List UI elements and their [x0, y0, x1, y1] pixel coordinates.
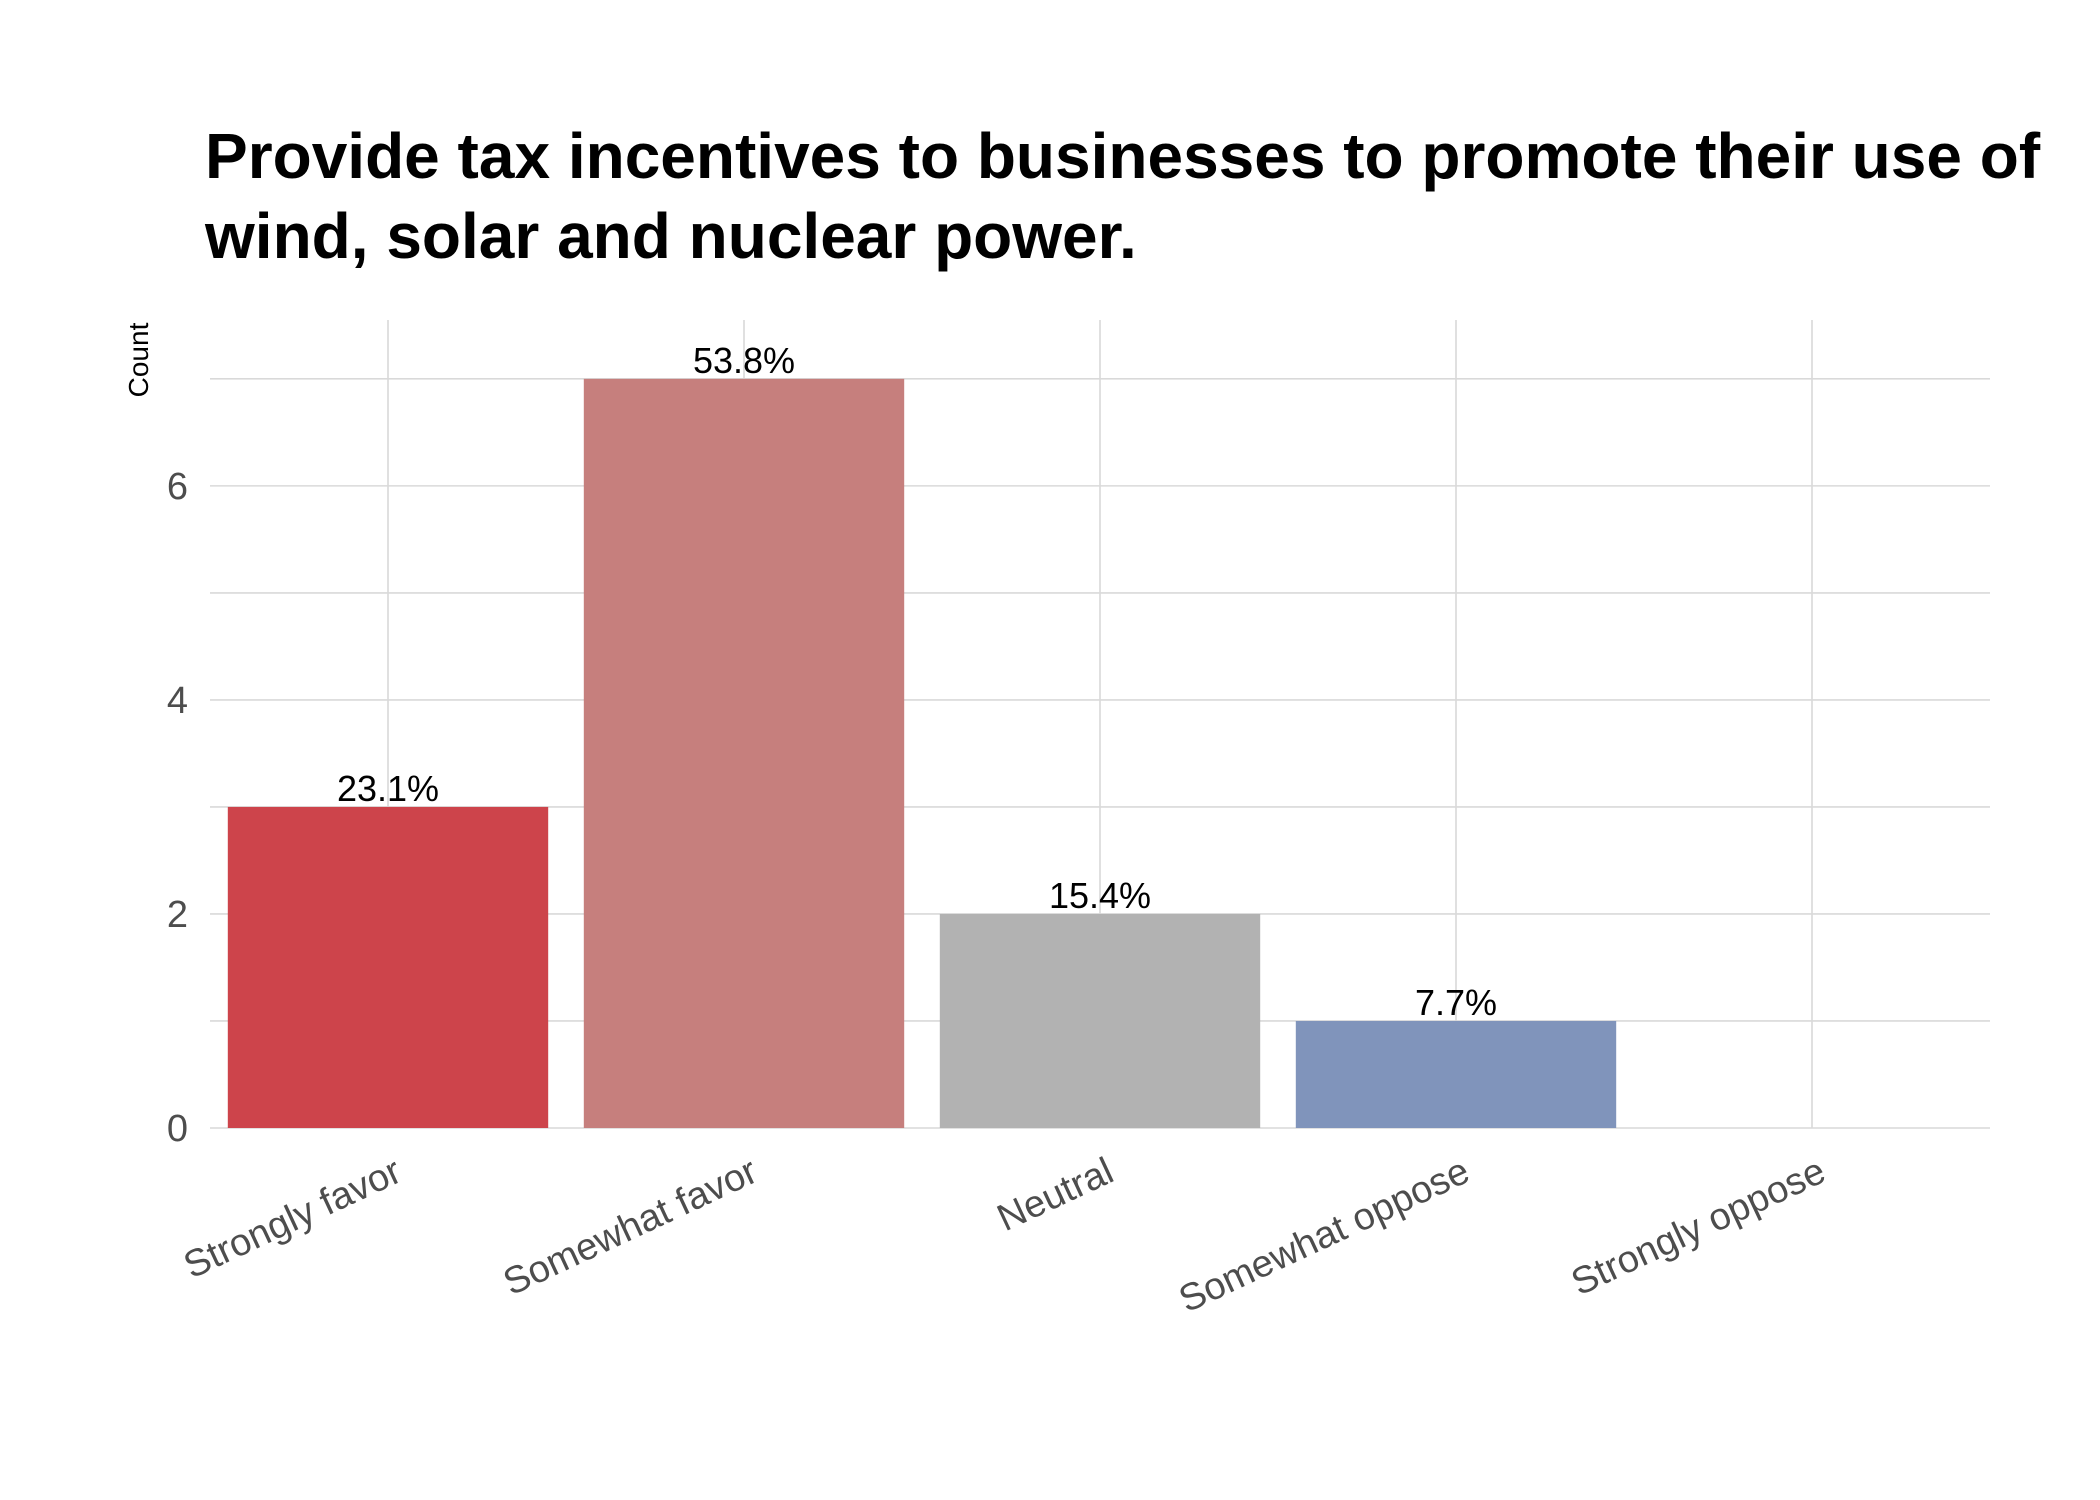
y-tick-label: 6 — [167, 466, 188, 508]
y-axis-ticks: 0 2 4 6 — [167, 466, 188, 1150]
y-tick-label: 4 — [167, 680, 188, 722]
y-tick-label: 0 — [167, 1108, 188, 1150]
chart-title-line-2: wind, solar and nuclear power. — [204, 200, 1137, 272]
data-labels: 23.1% 53.8% 15.4% 7.7% — [337, 340, 1497, 1023]
bar — [227, 806, 549, 1128]
x-tick-label: Strongly oppose — [1565, 1150, 1832, 1304]
data-label: 53.8% — [693, 340, 795, 381]
y-axis-label: Count — [123, 322, 154, 397]
x-tick-label: Strongly favor — [178, 1150, 409, 1287]
data-label: 7.7% — [1415, 982, 1497, 1023]
chart-title-line-1: Provide tax incentives to businesses to … — [205, 120, 2041, 192]
bar — [583, 378, 905, 1128]
bar — [939, 913, 1261, 1128]
bar — [1295, 1020, 1617, 1128]
x-tick-label: Neutral — [991, 1150, 1120, 1240]
x-tick-label: Somewhat oppose — [1173, 1150, 1476, 1321]
data-label: 23.1% — [337, 768, 439, 809]
x-axis-ticks: Strongly favor Somewhat favor Neutral Somew… — [178, 1150, 1832, 1321]
data-label: 15.4% — [1049, 875, 1151, 916]
bars — [227, 378, 1617, 1128]
x-tick-label: Somewhat favor — [497, 1150, 764, 1304]
y-tick-label: 2 — [167, 894, 188, 936]
